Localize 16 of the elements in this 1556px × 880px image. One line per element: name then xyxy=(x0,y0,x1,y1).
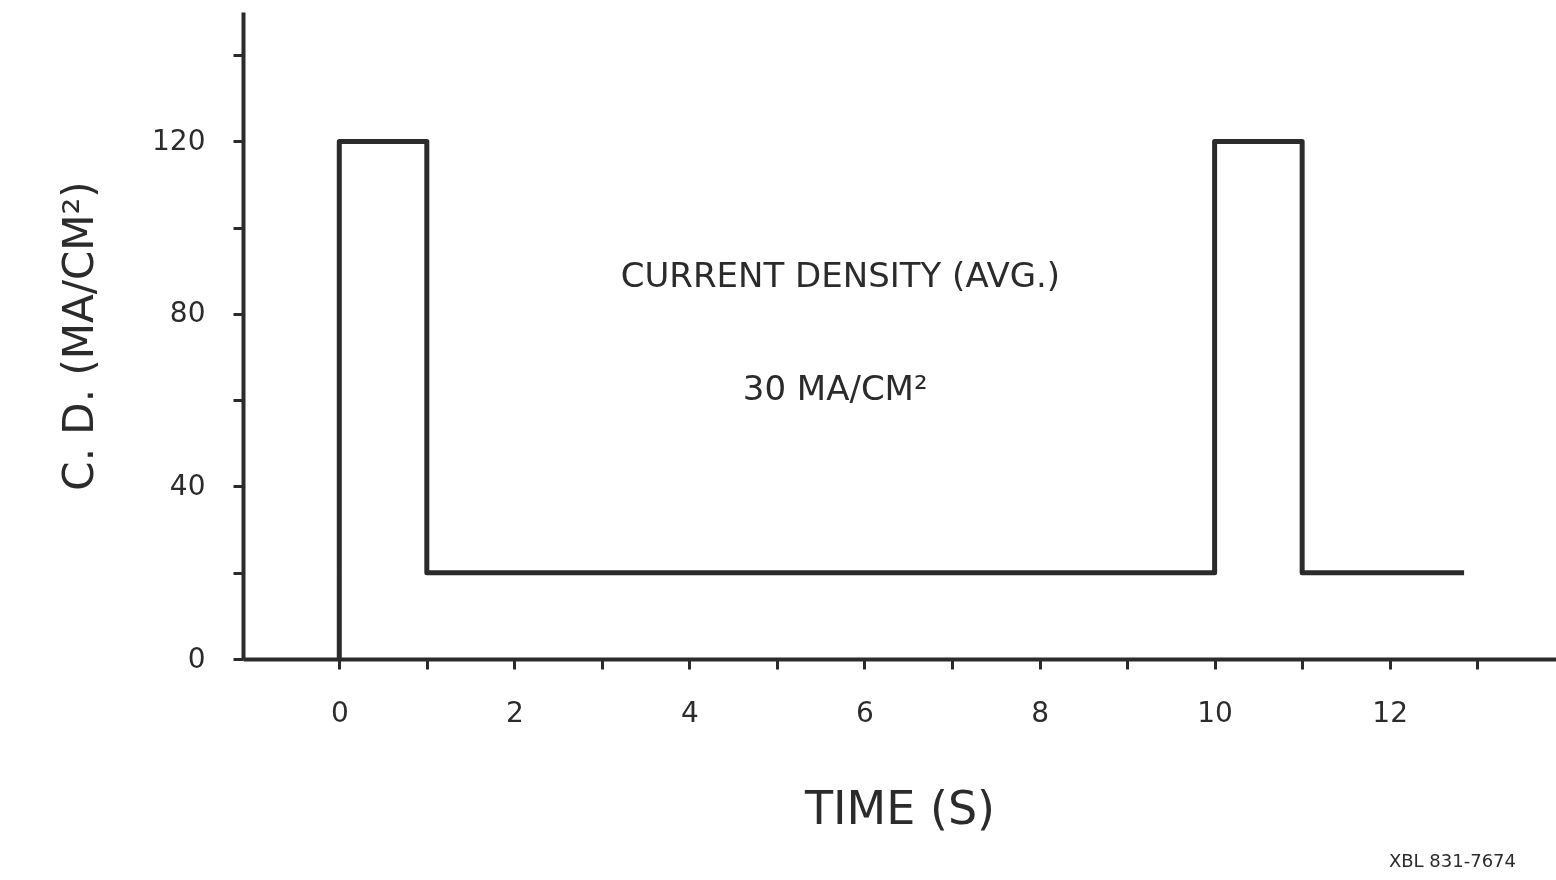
y-tick-label: 120 xyxy=(152,123,206,157)
annotation: 30 MA/CM² xyxy=(742,368,928,409)
x-tick-label: 12 xyxy=(1372,695,1409,729)
x-tick-label: 6 xyxy=(856,695,874,729)
x-tick-label: 8 xyxy=(1031,695,1049,729)
annotation: CURRENT DENSITY (AVG.) xyxy=(620,255,1061,296)
x-tick-label: 0 xyxy=(330,695,349,729)
text: XBL 831-7674 xyxy=(1388,850,1516,871)
x-tick-label: 2 xyxy=(505,695,524,729)
x-axis-title: TIME (S) xyxy=(803,780,996,835)
y-axis-title: C. D. (MA/CM²) xyxy=(54,181,104,491)
x-tick-label: 4 xyxy=(681,695,699,729)
x-tick-label: 10 xyxy=(1197,695,1233,729)
y-tick-label: 40 xyxy=(169,468,206,502)
y-tick-label: 80 xyxy=(169,296,206,330)
y-tick-label: 0 xyxy=(187,641,206,675)
